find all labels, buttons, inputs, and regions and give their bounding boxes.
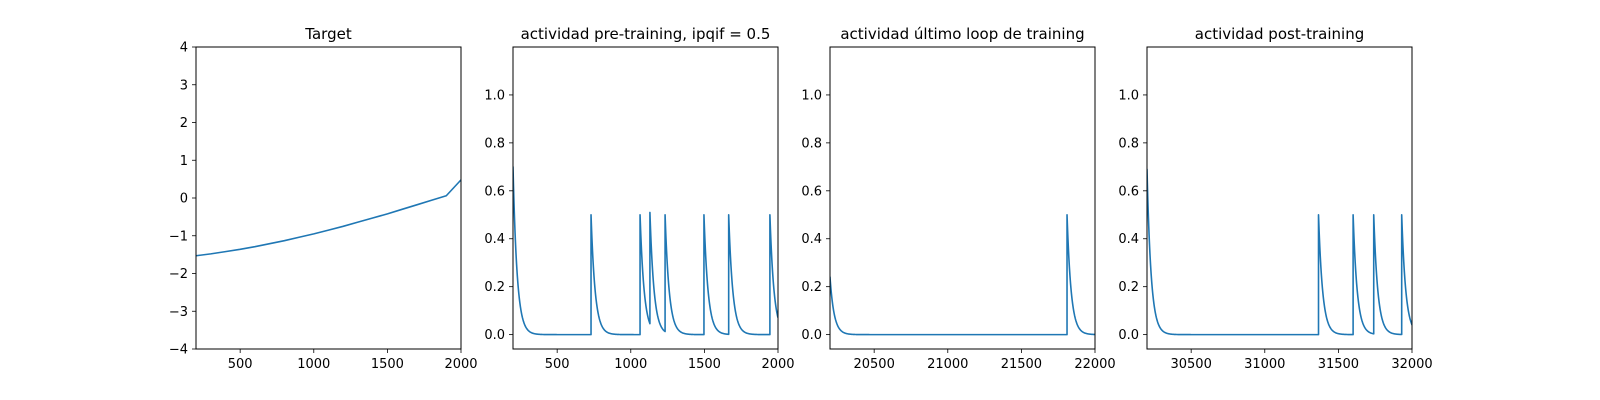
y-tick-label: 0.2 (1118, 280, 1139, 295)
x-tick-label: 21000 (927, 357, 968, 372)
y-tick-label: 0.6 (801, 184, 822, 199)
y-tick-label: 1 (180, 154, 188, 169)
x-tick-label: 2000 (761, 357, 794, 372)
x-tick-label: 1500 (688, 357, 721, 372)
y-tick-label: 1.0 (801, 88, 822, 103)
y-tick-label: 0.8 (801, 136, 822, 151)
y-tick-label: 1.0 (1118, 88, 1139, 103)
x-tick-label: 500 (545, 357, 570, 372)
y-tick-label: 0.4 (801, 232, 822, 247)
y-tick-label: −3 (169, 305, 188, 320)
panel-title: Target (304, 25, 352, 43)
series-line (513, 166, 778, 336)
panel-3: actividad último loop de training 20500 21… (801, 25, 1115, 372)
y-tick-label: 0.4 (484, 232, 505, 247)
y-tick-label: 0.0 (1118, 328, 1139, 343)
y-tick-label: 0 (180, 192, 188, 207)
x-tick-label: 1000 (614, 357, 647, 372)
y-tick-label: 0.8 (1118, 136, 1139, 151)
axes-frame (1146, 46, 1413, 350)
axes-frame (829, 46, 1096, 350)
y-tick-label: −4 (169, 343, 188, 358)
series-line (1147, 168, 1412, 336)
panel-title: actividad pre-training, ipqif = 0.5 (521, 25, 771, 43)
y-tick-label: 4 (180, 41, 188, 56)
x-tick-label: 1000 (297, 357, 330, 372)
panel-title: actividad post-training (1195, 25, 1364, 43)
x-tick-label: 32000 (1391, 357, 1432, 372)
y-tick-label: 0.2 (801, 280, 822, 295)
y-tick-label: 2 (180, 116, 188, 131)
y-tick-label: 0.6 (1118, 184, 1139, 199)
x-tick-label: 21500 (1001, 357, 1042, 372)
y-tick-label: 0.0 (801, 328, 822, 343)
x-tick-label: 22000 (1074, 357, 1115, 372)
x-tick-label: 1500 (371, 357, 404, 372)
series-line (196, 179, 461, 257)
y-tick-label: 1.0 (484, 88, 505, 103)
x-tick-label: 31500 (1318, 357, 1359, 372)
x-tick-label: 500 (228, 357, 253, 372)
y-tick-label: −1 (169, 229, 188, 244)
panel-2: actividad pre-training, ipqif = 0.5 500 10… (484, 25, 794, 372)
y-tick-label: 0.0 (484, 328, 505, 343)
axes-frame (195, 46, 462, 350)
x-tick-label: 30500 (1170, 357, 1211, 372)
y-tick-label: 0.8 (484, 136, 505, 151)
y-tick-label: 0.4 (1118, 232, 1139, 247)
x-tick-label: 31000 (1244, 357, 1285, 372)
x-tick-label: 20500 (853, 357, 894, 372)
y-tick-label: 0.6 (484, 184, 505, 199)
x-tick-label: 2000 (444, 357, 477, 372)
axes-frame (512, 46, 779, 350)
panel-4: actividad post-training 30500 31000 31500 32… (1118, 25, 1432, 372)
panel-title: actividad último loop de training (840, 25, 1084, 43)
series-line (830, 213, 1095, 336)
y-tick-label: 3 (180, 78, 188, 93)
y-tick-label: −2 (169, 267, 188, 282)
y-tick-label: 0.2 (484, 280, 505, 295)
panel-1: Target 500 1000 1500 2000 −4 −3 −2 −1 0 1 2 3 4 (169, 25, 478, 372)
